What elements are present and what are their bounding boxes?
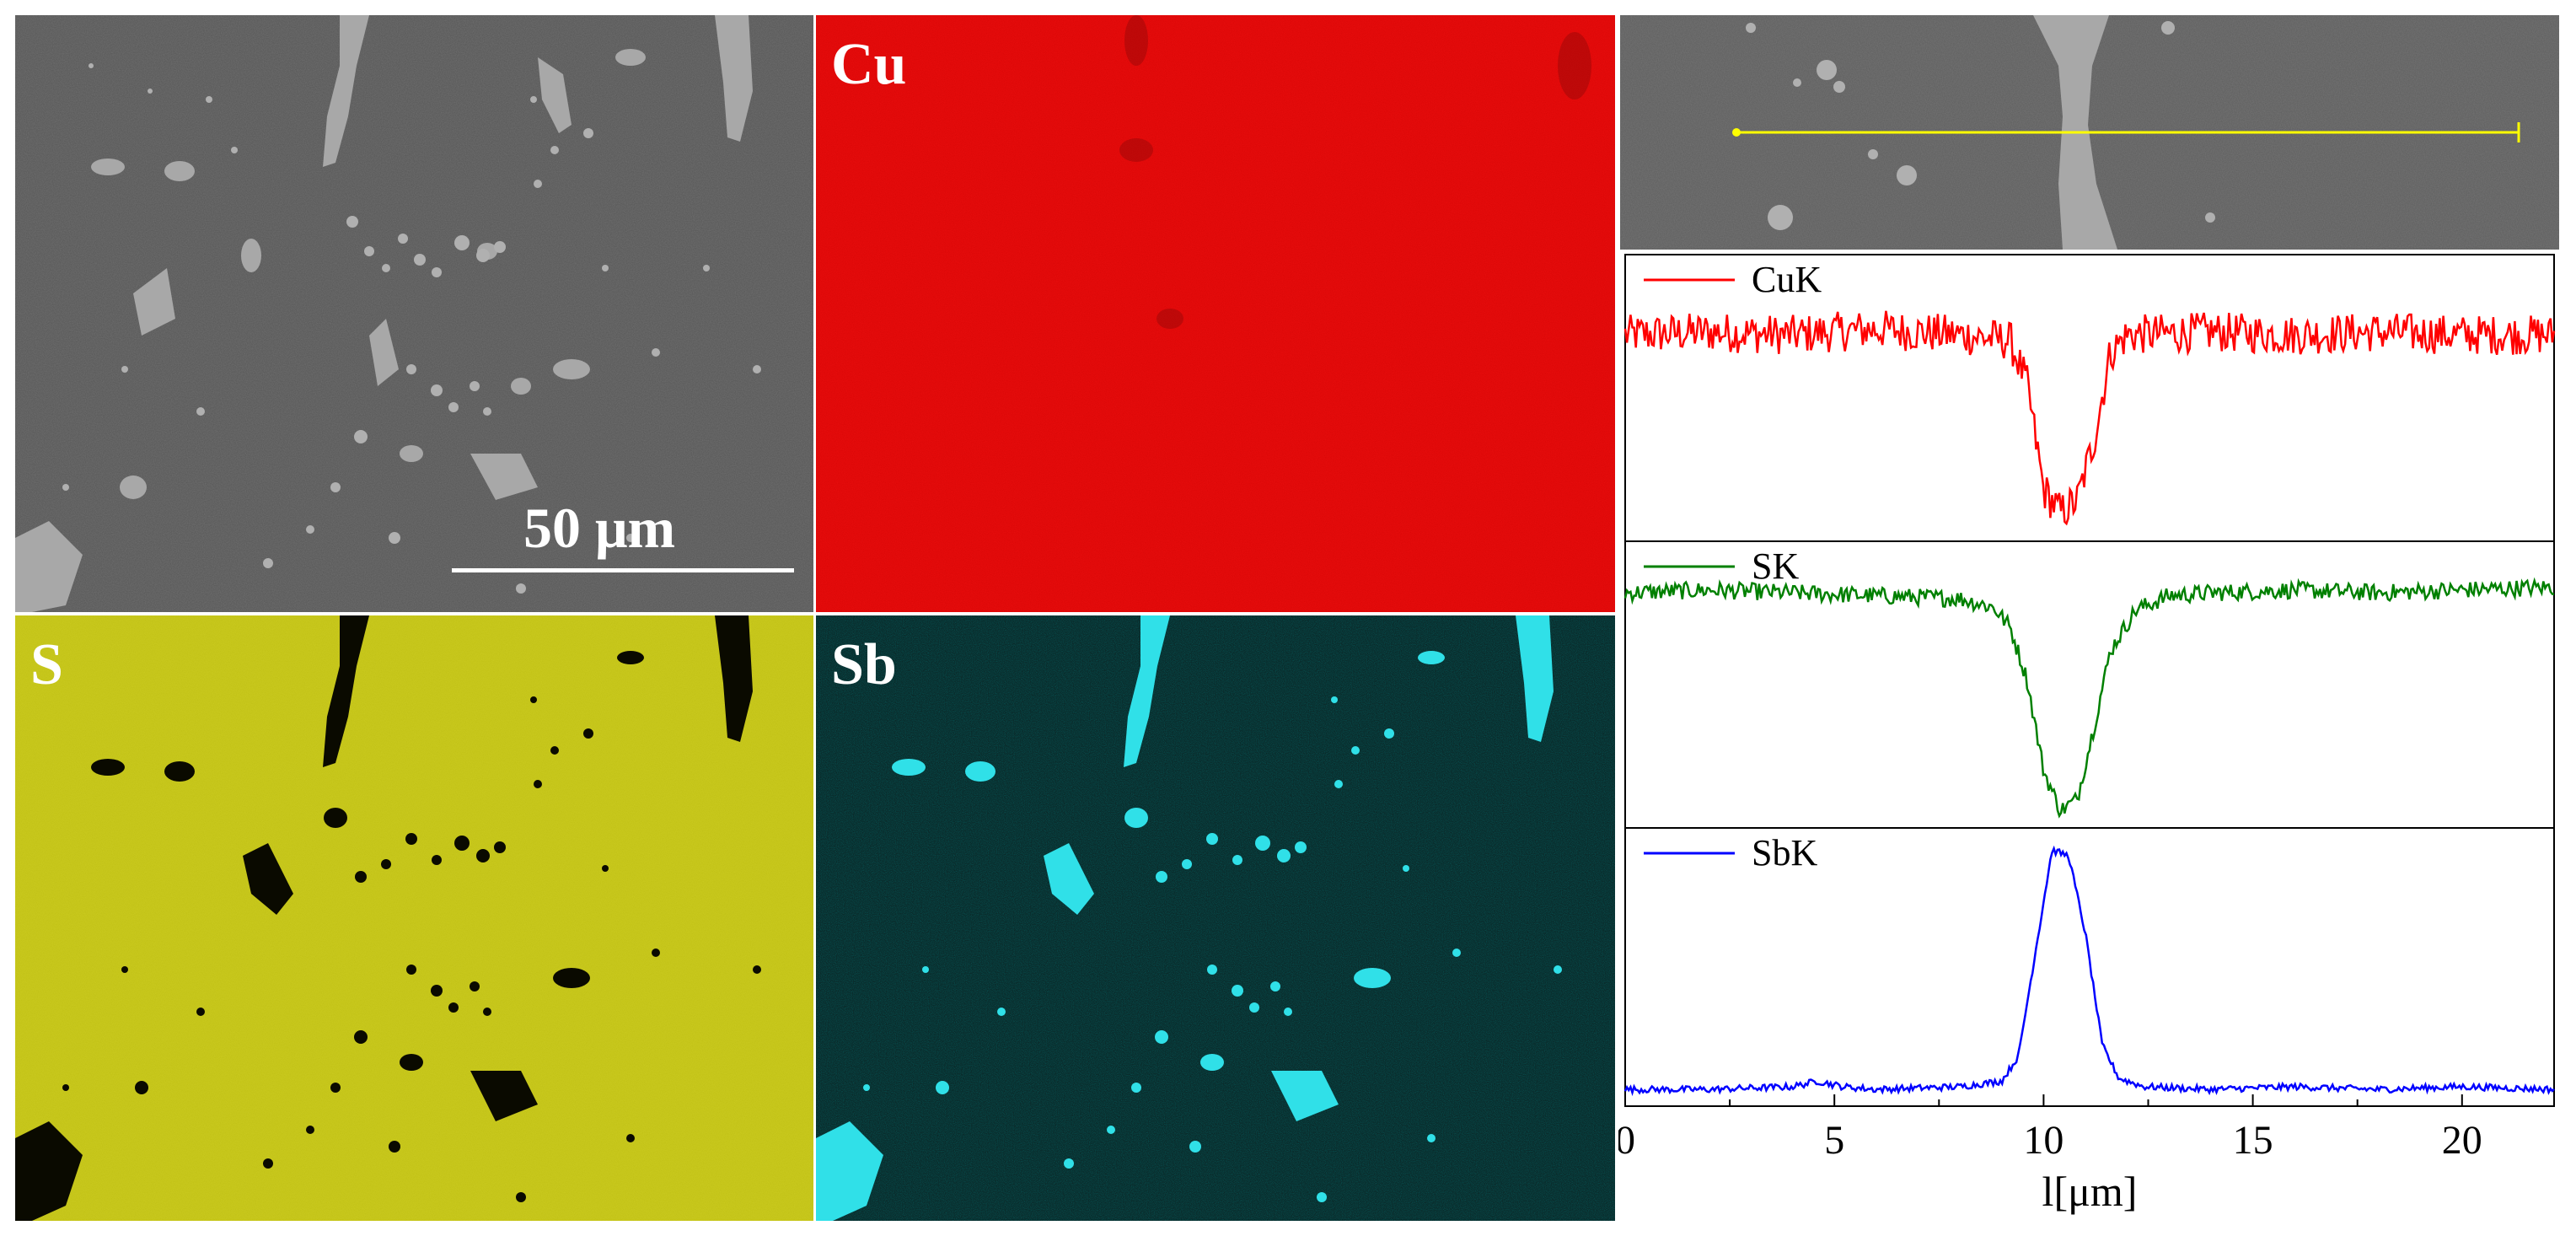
series-line-sbk [1623, 845, 2555, 1097]
legend-label-sbk: SbK [1752, 832, 1817, 873]
sem-image-panel: 50 μm [15, 15, 813, 612]
s-elemental-map [15, 615, 813, 1221]
cu-elemental-map [816, 15, 1615, 612]
line-scan-image-panel [1620, 15, 2559, 250]
s-map-label: S [30, 632, 63, 697]
x-axis-label: l[μm] [2042, 1168, 2138, 1215]
line-scan-micrograph [1620, 15, 2559, 250]
x-tick-label-15: 15 [2233, 1118, 2273, 1163]
legend-label-cuk: CuK [1752, 259, 1822, 300]
sb-map-panel: Sb [816, 615, 1615, 1221]
cu-map-label: Cu [831, 32, 907, 97]
x-tick-label-0: 0 [1618, 1118, 1635, 1163]
x-tick-label-20: 20 [2442, 1118, 2482, 1163]
cu-map-panel: Cu [816, 15, 1615, 612]
x-tick-label-10: 10 [2023, 1118, 2063, 1163]
line-scan-path [1732, 122, 2520, 142]
s-map-panel: S [15, 615, 813, 1221]
sb-map-label: Sb [831, 632, 897, 697]
profile-panel-frame-sbk [1624, 827, 2555, 1107]
sb-elemental-map [816, 615, 1615, 1221]
series-line-sk [1623, 577, 2555, 819]
series-line-cuk [1623, 310, 2556, 526]
scale-bar [452, 568, 794, 572]
x-tick-label-5: 5 [1824, 1118, 1844, 1163]
scale-bar-label: 50 μm [523, 496, 676, 560]
legend-label-sk: SK [1752, 545, 1799, 587]
sem-micrograph [15, 15, 813, 612]
line-scan-profile-chart: CuK SK SbK 0 5 10 15 20 l[μm] [1618, 254, 2556, 1215]
